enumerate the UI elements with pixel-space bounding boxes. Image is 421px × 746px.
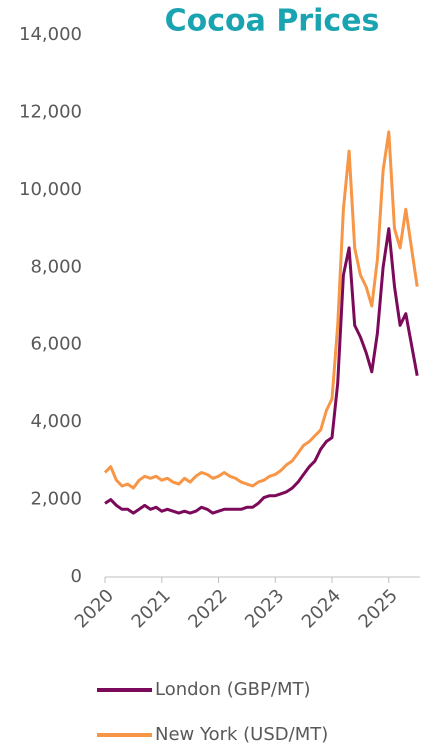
series-line [104, 227, 419, 515]
legend-label: New York (USD/MT) [155, 724, 328, 745]
y-tick-label: 2,000 [30, 489, 82, 510]
x-tick-label: 2023 [241, 585, 288, 632]
y-tick-label: 4,000 [30, 411, 82, 432]
x-tick-label: 2024 [298, 585, 345, 632]
x-tick-label: 2022 [184, 585, 231, 632]
x-tick-label: 2021 [128, 585, 175, 632]
series-line [103, 130, 419, 490]
legend-label: London (GBP/MT) [155, 679, 311, 700]
y-tick-label: 12,000 [19, 101, 82, 122]
y-tick-label: 8,000 [30, 256, 82, 277]
y-tick-label: 6,000 [30, 334, 82, 355]
y-tick-label: 10,000 [19, 179, 82, 200]
chart-title: Cocoa Prices [165, 4, 380, 39]
x-tick-label: 2025 [355, 585, 402, 632]
y-tick-label: 0 [71, 566, 82, 587]
x-tick-label: 2020 [71, 585, 118, 632]
y-tick-label: 14,000 [19, 24, 82, 45]
